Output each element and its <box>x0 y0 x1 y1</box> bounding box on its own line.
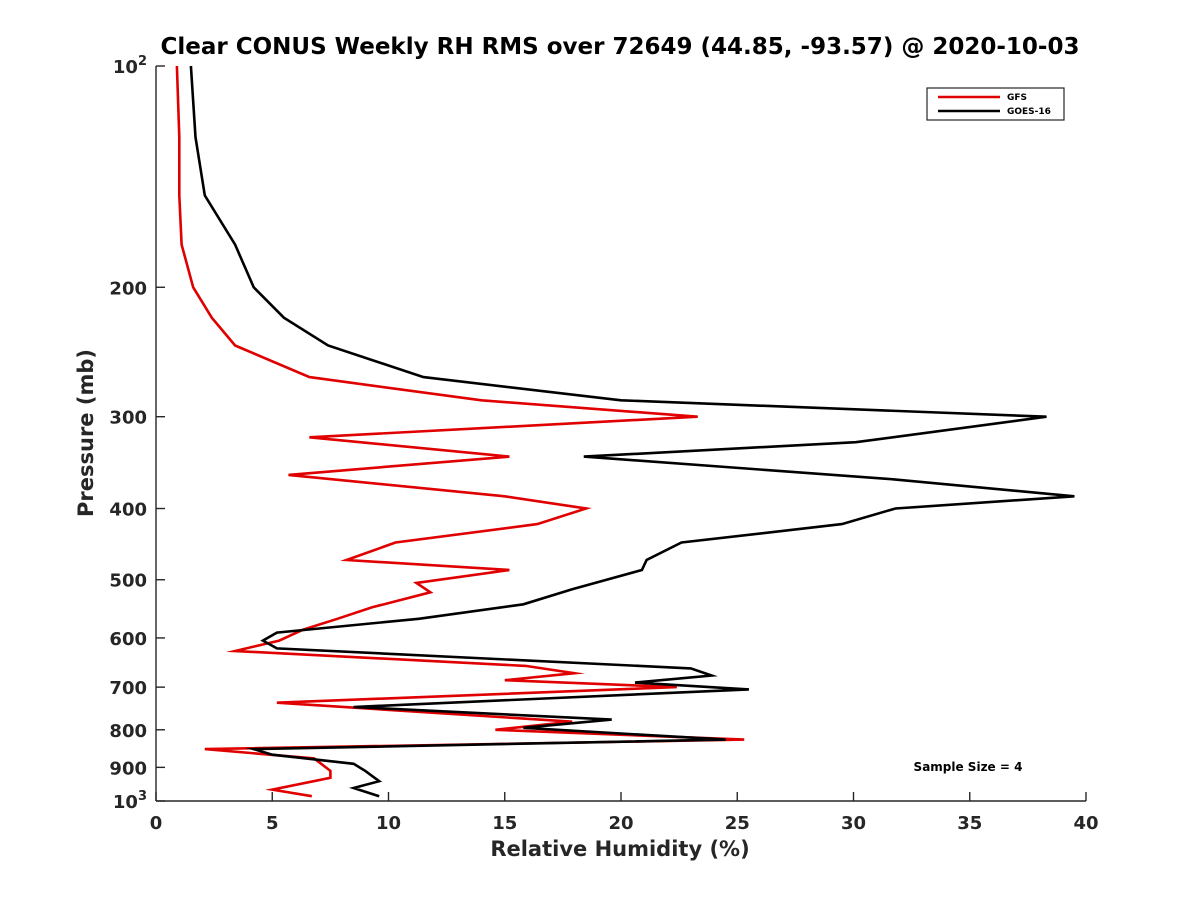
legend-box <box>926 87 1065 121</box>
y-tick-label: 600 <box>109 629 147 650</box>
y-tick-label: 800 <box>109 721 147 742</box>
x-tick-label: 10 <box>376 813 401 834</box>
axes: 0 5 10 15 20 25 30 35 40 102 200 300 400 500 600 700 80… <box>109 54 1098 834</box>
x-tick-label: 0 <box>150 813 163 834</box>
sample-size-annotation: Sample Size = 4 <box>914 760 1023 774</box>
y-tick-label: 200 <box>109 278 147 299</box>
y-tick-label: 900 <box>109 758 147 779</box>
x-tick-label: 5 <box>266 813 279 834</box>
y-tick-label: 400 <box>109 500 147 521</box>
y-tick-label: 103 <box>113 789 147 813</box>
y-tick-label: 102 <box>113 54 147 78</box>
y-tick-label: 500 <box>109 571 147 592</box>
y-tick-label: 700 <box>109 678 147 699</box>
plot-area <box>175 65 1075 798</box>
x-tick-label: 30 <box>841 813 866 834</box>
x-tick-label: 40 <box>1073 813 1098 834</box>
series-layer <box>175 65 1075 798</box>
x-ticks: 0 5 10 15 20 25 30 35 40 <box>150 792 1099 834</box>
x-tick-label: 35 <box>957 813 982 834</box>
series-line-goes-16 <box>189 65 1075 798</box>
x-tick-label: 25 <box>725 813 750 834</box>
x-axis-label: Relative Humidity (%) <box>490 837 749 861</box>
legend-label: GFS <box>1007 93 1027 103</box>
legend: GFS GOES-16 <box>926 87 1065 121</box>
y-tick-label: 300 <box>109 408 147 429</box>
legend-entries: GFS GOES-16 <box>938 93 1051 117</box>
y-ticks: 102 200 300 400 500 600 700 800 900 103 <box>109 54 165 813</box>
legend-label: GOES-16 <box>1007 107 1051 117</box>
x-tick-label: 15 <box>492 813 517 834</box>
chart-title: Clear CONUS Weekly RH RMS over 72649 (44… <box>161 34 1080 60</box>
x-tick-label: 20 <box>608 813 633 834</box>
y-axis-label: Pressure (mb) <box>74 349 98 517</box>
